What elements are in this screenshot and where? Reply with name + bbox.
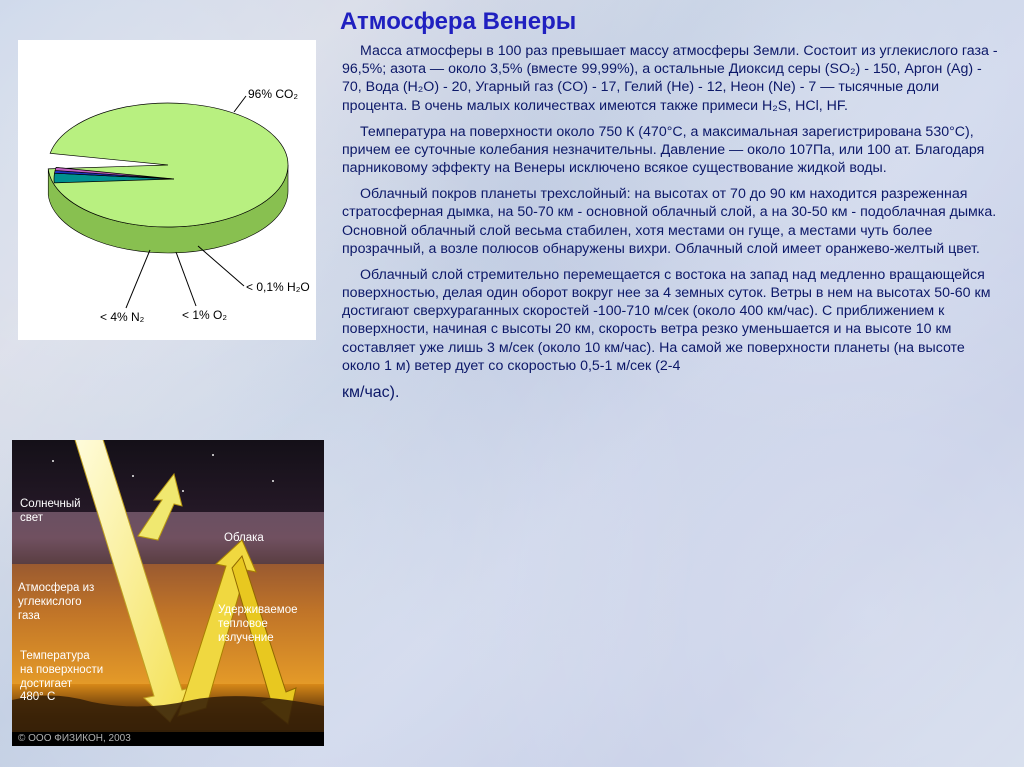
page-title: Атмосфера Венеры xyxy=(340,8,576,36)
pie-label-o2: < 1% O₂ xyxy=(182,308,227,322)
paragraph-1: Масса атмосферы в 100 раз превышает масс… xyxy=(342,42,1002,115)
pie-label-h2o: < 0,1% H₂O xyxy=(246,280,310,294)
pie-label-co2: 96% CO₂ xyxy=(248,87,298,101)
paragraph-3: Облачный покров планеты трехслойный: на … xyxy=(342,185,1002,258)
paragraph-2: Температура на поверхности около 750 К (… xyxy=(342,123,1002,178)
pie-chart: 96% CO₂ < 4% N₂ < 1% O₂ < 0,1% H₂O xyxy=(18,40,316,340)
paragraph-4b: км/час). xyxy=(342,383,1002,403)
body-text: Масса атмосферы в 100 раз превышает масс… xyxy=(342,42,1002,411)
atmosphere-diagram: Солнечныйсвет Облака Атмосфера изуглекис… xyxy=(12,440,324,746)
atm-label-rad: Удерживаемоетепловоеизлучение xyxy=(218,604,298,645)
atm-label-clouds: Облака xyxy=(224,532,264,546)
paragraph-4a: Облачный слой стремительно перемещается … xyxy=(342,266,1002,375)
pie-label-n2: < 4% N₂ xyxy=(100,310,144,324)
atm-label-sun: Солнечныйсвет xyxy=(20,498,81,526)
atm-label-atm: Атмосфера изуглекислогогаза xyxy=(18,582,94,623)
atm-label-temp: Температурана поверхностидостигает480° C xyxy=(20,650,103,705)
pie-svg xyxy=(18,40,316,340)
atm-copyright: © ООО ФИЗИКОН, 2003 xyxy=(18,733,131,744)
